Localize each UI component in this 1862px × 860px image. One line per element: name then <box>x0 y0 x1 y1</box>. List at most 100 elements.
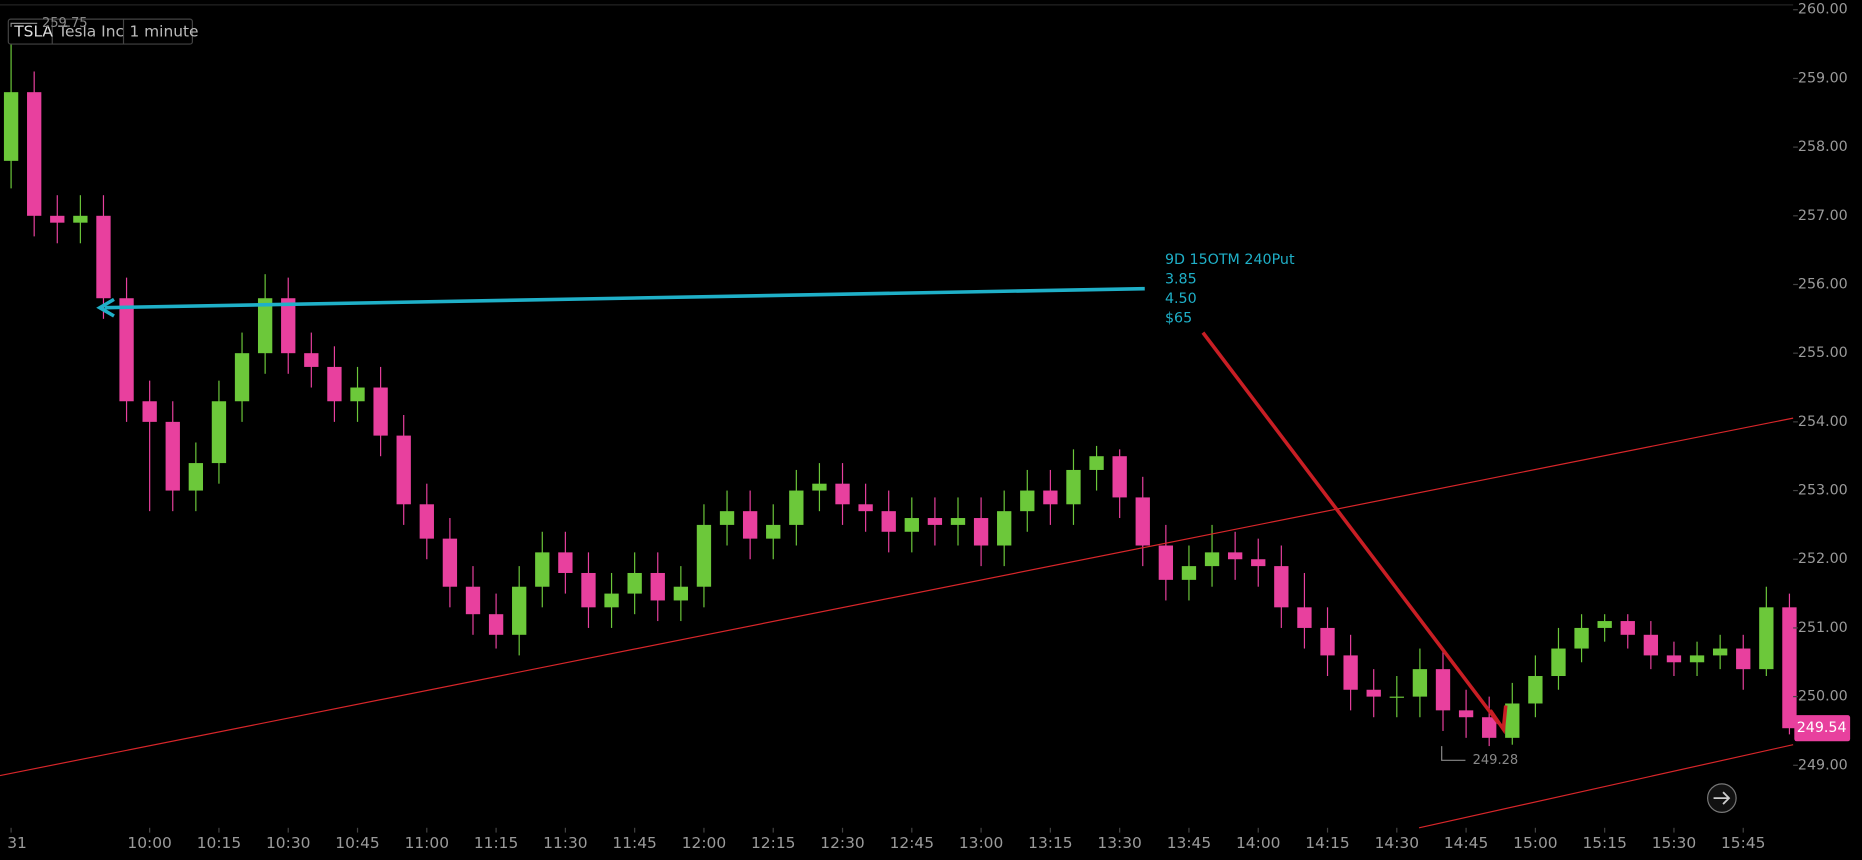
annotation: 3.85 <box>1165 272 1197 288</box>
candle-body <box>1089 456 1104 470</box>
candle-body <box>1366 689 1381 697</box>
candle-body <box>1320 627 1335 656</box>
candle-body <box>1643 634 1659 656</box>
candle-body <box>742 511 758 539</box>
arrow-head <box>1488 705 1508 735</box>
candle-body <box>789 490 804 525</box>
candle-body <box>1736 648 1751 670</box>
y-tick-label: 252.00 <box>1798 551 1848 567</box>
candle-body <box>1251 559 1266 567</box>
candle-body <box>1782 607 1797 729</box>
candle-body <box>1343 655 1358 690</box>
candle-body <box>1020 490 1035 512</box>
candle-body <box>50 215 65 223</box>
candle-body <box>1112 456 1127 498</box>
candle-body <box>835 483 850 505</box>
x-tick-label: 12:15 <box>751 834 795 852</box>
candle-body <box>1689 655 1705 663</box>
candle-body <box>96 215 111 299</box>
y-tick-label: 250.00 <box>1798 689 1848 705</box>
candle-body <box>627 572 642 594</box>
candle-body <box>1458 710 1474 718</box>
x-tick-label: 11:45 <box>612 834 656 852</box>
low-marker <box>1441 746 1466 761</box>
candle-body <box>1227 552 1243 560</box>
x-tick-label: 14:45 <box>1444 834 1488 852</box>
x-tick-label: 10:45 <box>335 834 379 852</box>
x-tick-label: 31 <box>7 834 27 852</box>
x-tick-label: 11:00 <box>405 834 449 852</box>
y-tick-label: 249.00 <box>1798 757 1848 773</box>
candle-body <box>234 353 250 402</box>
candle-body <box>1389 696 1404 698</box>
candle-body <box>165 421 180 491</box>
candle-body <box>858 504 873 512</box>
x-tick-label: 12:30 <box>820 834 864 852</box>
candle-body <box>973 518 989 546</box>
candle-body <box>812 483 827 491</box>
y-tick-label: 255.00 <box>1798 345 1848 361</box>
y-tick-label: 253.00 <box>1798 483 1848 499</box>
candle-body <box>950 518 966 525</box>
y-tick-label: 260.00 <box>1798 2 1848 18</box>
x-tick-label: 11:15 <box>474 834 518 852</box>
high-label: 259.75 <box>42 16 88 31</box>
high-marker <box>10 22 38 27</box>
scroll-icon <box>1713 791 1731 805</box>
interval[interactable]: 1 minute <box>129 23 198 41</box>
candle-body <box>73 215 88 223</box>
x-tick-label: 12:45 <box>890 834 934 852</box>
candle-body <box>1551 648 1566 677</box>
y-tick-label: 257.00 <box>1798 208 1848 224</box>
candle-body <box>1759 607 1774 670</box>
y-tick-label: 256.00 <box>1798 276 1848 292</box>
x-tick-label: 15:30 <box>1652 834 1696 852</box>
candle-body <box>696 524 712 587</box>
x-tick-label: 14:30 <box>1375 834 1419 852</box>
candle-body <box>1620 621 1635 635</box>
annotation: $65 <box>1165 310 1192 326</box>
arrow-line <box>104 286 1145 310</box>
candle-body <box>188 463 204 491</box>
candle-body <box>419 504 434 539</box>
x-tick-label: 11:30 <box>543 834 587 852</box>
candle-body <box>1666 655 1682 663</box>
x-tick-label: 13:15 <box>1028 834 1072 852</box>
candle-body <box>1528 676 1543 704</box>
candle-body <box>650 572 665 601</box>
symbol[interactable]: TSLA <box>13 23 53 41</box>
y-tick-label: 254.00 <box>1798 414 1848 430</box>
candle-body <box>904 518 919 532</box>
candle-body <box>558 552 573 573</box>
candle-body <box>396 435 411 505</box>
candle-body <box>997 511 1012 546</box>
candle-body <box>766 524 781 539</box>
candle-body <box>1435 669 1451 711</box>
candle-body <box>1482 717 1497 738</box>
candle-body <box>465 586 481 615</box>
candle-body <box>1043 490 1058 505</box>
candle-body <box>119 298 134 402</box>
y-tick-label: 259.00 <box>1798 70 1848 86</box>
candle-body <box>304 353 319 367</box>
x-tick-label: 13:45 <box>1167 834 1211 852</box>
candle-body <box>27 92 42 216</box>
candle-body <box>1712 648 1728 656</box>
x-tick-label: 10:00 <box>127 834 171 852</box>
symbol-box[interactable] <box>7 18 193 45</box>
candle-body <box>581 572 596 608</box>
candle-body <box>927 518 943 525</box>
candle-body <box>1297 607 1312 628</box>
annotation: 4.50 <box>1165 291 1197 307</box>
candle-body <box>1574 627 1589 649</box>
candle-body <box>673 586 689 601</box>
candle-body <box>327 366 342 402</box>
x-tick-label: 14:00 <box>1236 834 1280 852</box>
candle-body <box>1274 566 1289 608</box>
candle-body <box>1412 669 1428 697</box>
candles <box>3 26 1797 747</box>
candle-body <box>719 511 735 525</box>
candle-body <box>257 298 273 354</box>
